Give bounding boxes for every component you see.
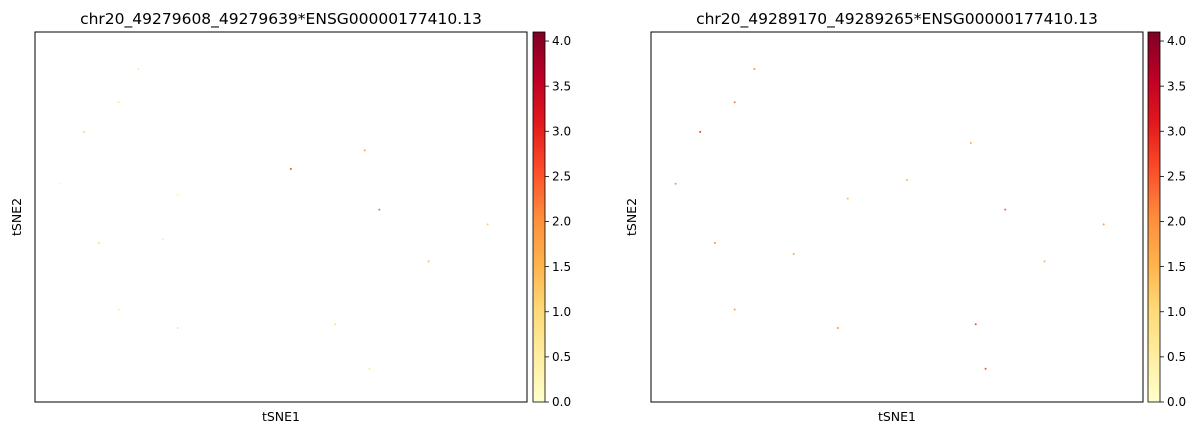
colorbar-tick-label: 1.0 (552, 305, 571, 319)
colorbar-tick-label: 3.5 (552, 79, 571, 93)
scatter-point (792, 253, 795, 255)
panel-2-points (674, 68, 1105, 370)
scatter-point (176, 193, 179, 196)
scatter-point (713, 241, 716, 244)
panel-1-ylabel: tSNE2 (9, 198, 24, 236)
scatter-point (427, 260, 430, 263)
colorbar-tick-label: 3.0 (1167, 124, 1186, 138)
scatter-point (974, 323, 977, 326)
colorbar-tick-label: 2.0 (1167, 215, 1186, 229)
colorbar-tick-label: 2.5 (552, 170, 571, 184)
scatter-point (378, 208, 381, 211)
panel-2-title: chr20_49289170_49289265*ENSG00000177410.… (696, 10, 1098, 29)
scatter-point (733, 101, 736, 104)
panel-1-title: chr20_49279608_49279639*ENSG00000177410.… (80, 10, 482, 29)
scatter-point (1043, 260, 1046, 263)
scatter-point (368, 367, 371, 370)
panel-1-axes-frame (34, 31, 528, 403)
scatter-point (1004, 208, 1007, 211)
scatter-point (984, 367, 987, 370)
scatter-point (1102, 223, 1105, 226)
scatter-point (846, 197, 849, 200)
panel-2-colorbar-ticks: 0.0 0.5 1.0 1.5 2.0 2.5 3.0 3.5 4.0 (1160, 34, 1186, 409)
scatter-point (289, 167, 292, 170)
scatter-point (733, 308, 736, 311)
panel-1-points (58, 68, 489, 370)
panel-2-axes-frame (650, 31, 1144, 403)
colorbar-tick-label: 2.0 (552, 215, 571, 229)
panel-1-colorbar: 0.0 0.5 1.0 1.5 2.0 2.5 3.0 3.5 4.0 (532, 31, 571, 409)
panel-2-colorbar-fill (1148, 32, 1160, 402)
scatter-point (161, 238, 164, 241)
colorbar-tick-label: 1.5 (1167, 260, 1186, 274)
colorbar-tick-label: 0.5 (1167, 350, 1186, 364)
scatter-point (117, 308, 120, 311)
scatter-point (58, 182, 61, 185)
scatter-point (176, 327, 179, 329)
scatter-point (905, 179, 908, 181)
scatter-point (137, 68, 140, 70)
colorbar-tick-label: 1.0 (1167, 305, 1186, 319)
colorbar-tick-label: 0.0 (1167, 395, 1186, 409)
scatter-point (363, 149, 366, 152)
scatter-point (83, 130, 86, 133)
panel-1: chr20_49279608_49279639*ENSG00000177410.… (9, 10, 571, 424)
panel-1-colorbar-ticks: 0.0 0.5 1.0 1.5 2.0 2.5 3.0 3.5 4.0 (545, 34, 571, 409)
colorbar-tick-label: 4.0 (552, 34, 571, 48)
scatter-point (117, 101, 120, 104)
colorbar-tick-label: 3.0 (552, 124, 571, 138)
panel-2-ylabel: tSNE2 (624, 198, 639, 236)
colorbar-tick-label: 3.5 (1167, 79, 1186, 93)
panel-2: chr20_49289170_49289265*ENSG00000177410.… (624, 10, 1186, 424)
scatter-point (836, 327, 839, 329)
colorbar-tick-label: 2.5 (1167, 170, 1186, 184)
panel-1-colorbar-frame (532, 31, 546, 403)
scatter-point (699, 130, 702, 133)
panel-2-xlabel: tSNE1 (878, 409, 916, 424)
colorbar-tick-label: 4.0 (1167, 34, 1186, 48)
panel-1-colorbar-fill (533, 32, 545, 402)
panel-2-colorbar-frame (1147, 31, 1161, 403)
scatter-point (334, 323, 337, 326)
colorbar-tick-label: 0.5 (552, 350, 571, 364)
scatter-point (753, 68, 756, 70)
scatter-point (486, 223, 489, 226)
colorbar-tick-label: 0.0 (552, 395, 571, 409)
colorbar-tick-label: 1.5 (552, 260, 571, 274)
scatter-point (674, 182, 677, 185)
panel-1-xlabel: tSNE1 (262, 409, 300, 424)
scatter-point (97, 241, 100, 244)
panel-2-colorbar: 0.0 0.5 1.0 1.5 2.0 2.5 3.0 3.5 4.0 (1147, 31, 1186, 409)
scatter-point (969, 142, 972, 144)
